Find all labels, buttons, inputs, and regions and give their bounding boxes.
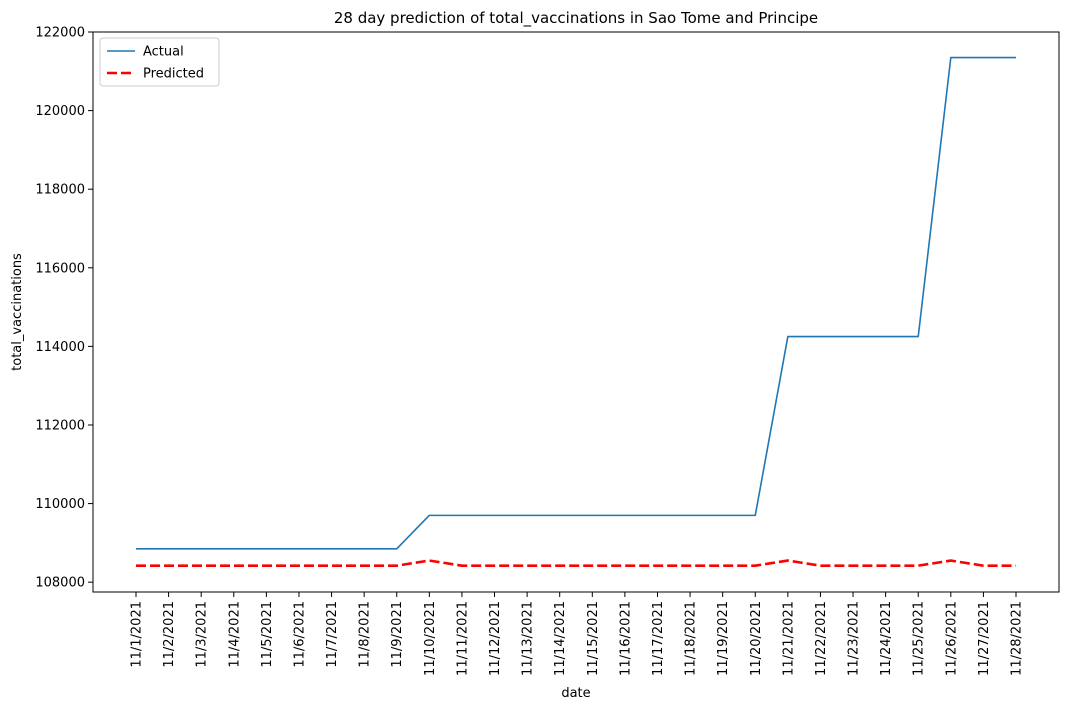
- y-tick-label: 114000: [35, 340, 85, 355]
- x-tick-label: 11/5/2021: [260, 601, 275, 668]
- x-tick-label: 11/21/2021: [781, 601, 796, 676]
- x-tick-label: 11/11/2021: [455, 601, 470, 676]
- series-line-actual: [136, 56, 1016, 550]
- plot-area-frame: [92, 31, 1060, 593]
- legend-label-actual: Actual: [143, 45, 184, 60]
- x-tick-label: 11/26/2021: [944, 601, 959, 676]
- x-tick-label: 11/3/2021: [195, 601, 210, 668]
- x-tick-label: 11/1/2021: [130, 601, 145, 668]
- x-tick-label: 11/14/2021: [553, 601, 568, 676]
- legend-label-predicted: Predicted: [143, 67, 204, 82]
- y-tick-label: 122000: [35, 26, 85, 41]
- x-tick-label: 11/18/2021: [684, 601, 699, 676]
- x-tick-label: 11/20/2021: [749, 601, 764, 676]
- y-axis-label: total_vaccinations: [10, 253, 25, 371]
- x-tick-label: 11/10/2021: [423, 601, 438, 676]
- y-tick-label: 108000: [35, 576, 85, 591]
- y-tick-label: 118000: [35, 183, 85, 198]
- x-tick-label: 11/23/2021: [847, 601, 862, 676]
- x-tick-label: 11/17/2021: [651, 601, 666, 676]
- x-tick-label: 11/24/2021: [879, 601, 894, 676]
- series-line-predicted: [136, 559, 1016, 567]
- y-tick-label: 120000: [35, 104, 85, 119]
- x-tick-label: 11/13/2021: [521, 601, 536, 676]
- x-tick-label: 11/9/2021: [390, 601, 405, 668]
- x-tick-label: 11/12/2021: [488, 601, 503, 676]
- x-tick-label: 11/22/2021: [814, 601, 829, 676]
- x-tick-label: 11/16/2021: [618, 601, 633, 676]
- chart-title: 28 day prediction of total_vaccinations …: [334, 9, 818, 28]
- legend: Actual Predicted: [99, 37, 220, 87]
- x-axis-label: date: [561, 686, 590, 701]
- x-tick-label: 11/7/2021: [325, 601, 340, 668]
- x-tick-label: 11/6/2021: [292, 601, 307, 668]
- x-tick-label: 11/19/2021: [716, 601, 731, 676]
- x-tick-label: 11/27/2021: [977, 601, 992, 676]
- x-tick-label: 11/2/2021: [162, 601, 177, 668]
- y-tick-label: 116000: [35, 261, 85, 276]
- x-axis: 11/1/2021 11/2/2021 11/3/2021 11/4/2021 11/5…: [130, 592, 1025, 676]
- series-layer: [136, 56, 1016, 567]
- y-axis: 108000 110000 112000 114000 116000 118000 1200…: [35, 26, 93, 591]
- x-tick-label: 11/28/2021: [1010, 601, 1025, 676]
- x-tick-label: 11/8/2021: [358, 601, 373, 668]
- x-tick-label: 11/25/2021: [912, 601, 927, 676]
- y-tick-label: 112000: [35, 418, 85, 433]
- x-tick-label: 11/4/2021: [227, 601, 242, 668]
- y-tick-label: 110000: [35, 497, 85, 512]
- x-tick-label: 11/15/2021: [586, 601, 601, 676]
